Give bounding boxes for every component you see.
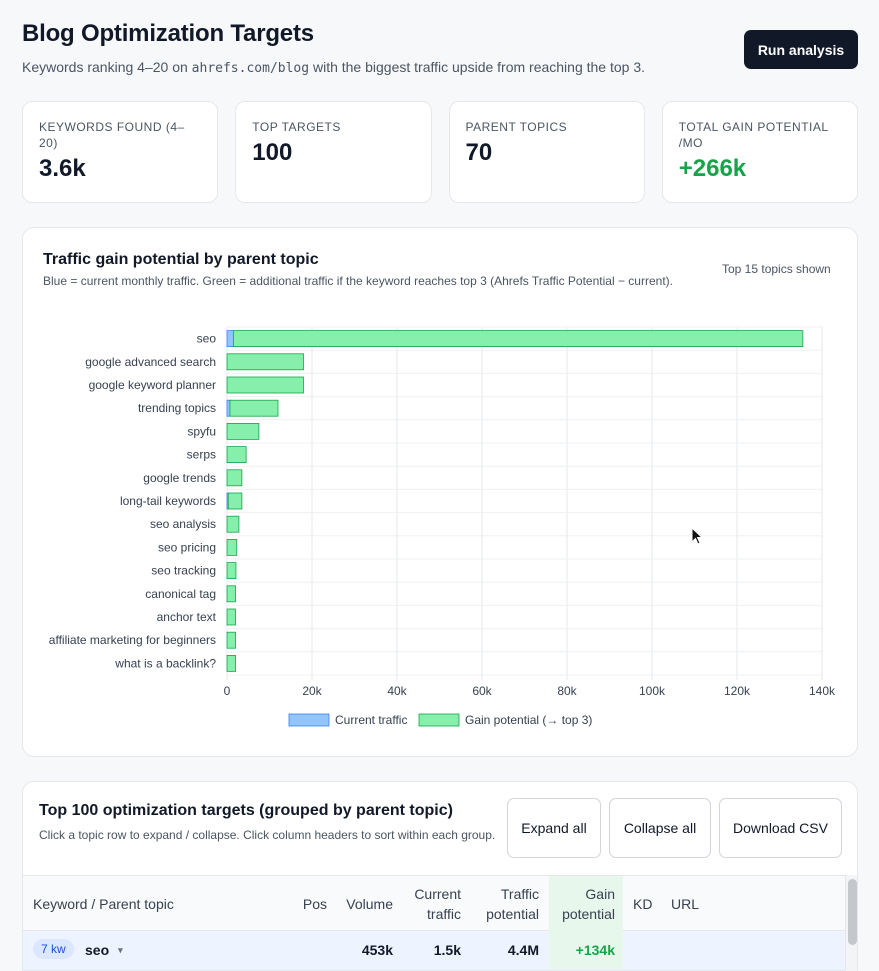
y-category-label: serps — [187, 448, 216, 462]
topic-name-cell: seo ▾ — [85, 931, 265, 969]
bar-gain-potential — [226, 562, 237, 580]
y-category-label: google keyword planner — [89, 378, 216, 392]
table-header: Keyword / Parent topic Pos Volume Curren… — [23, 875, 845, 932]
kpi-value: 100 — [252, 139, 293, 166]
topic-name: seo — [85, 942, 110, 958]
traffic-gain-chart: 0 20k 40k 60k 80k 100k 120k 140k seo google advan… — [49, 326, 836, 727]
kpi-label: PARENT TOPICS — [465, 120, 568, 134]
kpi-label: TOTAL GAIN POTENTIAL /MO — [678, 120, 829, 150]
x-tick-label: 60k — [472, 684, 492, 698]
y-category-label: affiliate marketing for beginners — [49, 633, 216, 647]
kpi-value: 3.6k — [39, 155, 86, 182]
bar-current-traffic — [226, 330, 234, 347]
kpi-label: KEYWORDS FOUND (4–20) — [39, 120, 185, 150]
col-header-current-traffic[interactable]: Current traffic — [414, 886, 461, 922]
y-category-label: canonical tag — [145, 587, 216, 601]
kpi-parent-topics: PARENT TOPICS 70 — [448, 101, 645, 203]
chevron-down-icon[interactable]: ▾ — [118, 944, 123, 955]
bar-gain-potential — [226, 446, 247, 464]
targets-table-card: Top 100 optimization targets (grouped by… — [22, 781, 858, 971]
keyword-count-badge: 7 kw — [33, 939, 74, 959]
y-category-label: trending topics — [138, 401, 216, 415]
col-header-traffic-potential[interactable]: Traffic potential — [486, 886, 539, 922]
y-category-label: spyfu — [187, 424, 216, 438]
page-header: Blog Optimization Targets Keywords ranki… — [22, 20, 858, 80]
current-traffic-cell: 1.5k — [433, 942, 461, 958]
legend-label: Current traffic — [335, 713, 407, 727]
traffic-potential-cell: 4.4M — [507, 942, 539, 958]
chart-card: Traffic gain potential by parent topic B… — [22, 227, 858, 757]
col-header-pos[interactable]: Pos — [302, 896, 327, 912]
x-tick-label: 120k — [724, 684, 751, 698]
chart-title: Traffic gain potential by parent topic — [43, 251, 319, 268]
y-category-label: google advanced search — [85, 355, 216, 369]
x-tick-label: 140k — [809, 684, 836, 698]
bar-gain-potential — [226, 469, 243, 487]
x-tick-label: 80k — [557, 684, 577, 698]
bar-gain-potential — [232, 330, 804, 347]
legend-swatch — [288, 713, 330, 727]
col-header-kd[interactable]: KD — [633, 896, 653, 912]
scrollbar-thumb[interactable] — [848, 879, 857, 945]
y-category-label: anchor text — [157, 610, 217, 624]
kpi-keywords-found: KEYWORDS FOUND (4–20) 3.6k — [22, 101, 219, 203]
download-csv-button[interactable]: Download CSV — [719, 798, 842, 858]
topic-row-seo[interactable]: 7 kw seo ▾ 453k 1.5k 4.4M +134k — [23, 931, 845, 971]
kpi-row: KEYWORDS FOUND (4–20) 3.6k TOP TARGETS 1… — [22, 101, 858, 203]
collapse-all-button[interactable]: Collapse all — [609, 798, 711, 858]
run-analysis-button[interactable]: Run analysis — [744, 30, 858, 69]
table-title: Top 100 optimization targets (grouped by… — [39, 802, 453, 819]
y-category-label: seo — [197, 332, 217, 346]
subtitle-text-post: with the biggest traffic upside from rea… — [312, 59, 646, 75]
plot-area — [226, 326, 823, 676]
kpi-total-gain: TOTAL GAIN POTENTIAL /MO +266k — [661, 101, 858, 203]
col-header-keyword[interactable]: Keyword / Parent topic — [33, 896, 174, 912]
legend-label: Gain potential (→ top 3) — [465, 713, 592, 727]
table-scrollbar[interactable] — [845, 875, 857, 971]
expand-all-button[interactable]: Expand all — [507, 798, 601, 858]
bar-gain-potential — [226, 654, 236, 672]
bar-current-traffic — [226, 399, 231, 417]
table-description: Click a topic row to expand / collapse. … — [39, 828, 496, 842]
kpi-value: +266k — [678, 155, 747, 182]
kpi-value: 70 — [465, 139, 493, 166]
bar-gain-potential — [226, 608, 236, 626]
col-header-url[interactable]: URL — [671, 896, 700, 912]
x-tick-label: 0 — [224, 684, 231, 698]
legend-swatch — [418, 713, 460, 727]
x-tick-label: 20k — [302, 684, 322, 698]
x-tick-label: 100k — [639, 684, 666, 698]
bar-gain-potential — [226, 585, 236, 603]
subtitle-domain: ahrefs.com/blog — [191, 61, 310, 76]
page-title: Blog Optimization Targets — [22, 20, 314, 47]
gain-potential-cell: +134k — [549, 931, 623, 969]
y-category-label: seo tracking — [151, 564, 216, 578]
bar-gain-potential — [226, 376, 304, 394]
subtitle-text-pre: Keywords ranking 4–20 on — [22, 59, 188, 75]
bar-gain-potential — [226, 353, 304, 371]
kpi-label: TOP TARGETS — [252, 120, 341, 134]
y-category-label: seo pricing — [158, 540, 216, 554]
col-header-volume[interactable]: Volume — [346, 896, 393, 912]
y-category-label: what is a backlink? — [114, 656, 216, 670]
y-category-label: long-tail keywords — [120, 494, 216, 508]
bar-gain-potential — [226, 631, 236, 649]
x-tick-label: 40k — [387, 684, 407, 698]
bar-gain-potential — [226, 422, 260, 440]
chart-description: Blue = current monthly traffic. Green = … — [43, 274, 673, 288]
bar-gain-potential — [227, 492, 243, 510]
y-category-label: google trends — [143, 471, 216, 485]
bar-gain-potential — [226, 538, 238, 556]
bar-gain-potential — [226, 515, 240, 533]
y-category-label: seo analysis — [150, 517, 216, 531]
page-subtitle: Keywords ranking 4–20 on ahrefs.com/blog… — [22, 59, 858, 76]
chart-note: Top 15 topics shown — [722, 262, 831, 276]
col-header-gain-potential[interactable]: Gain potential — [549, 876, 623, 932]
bar-gain-potential — [229, 399, 279, 417]
kpi-top-targets: TOP TARGETS 100 — [235, 101, 432, 203]
volume-cell: 453k — [361, 942, 393, 958]
mouse-cursor-icon — [691, 527, 704, 545]
